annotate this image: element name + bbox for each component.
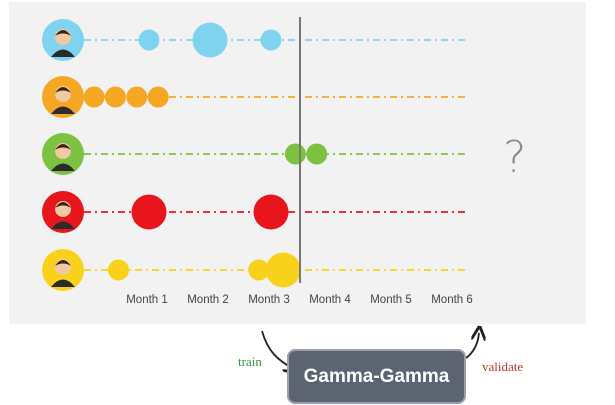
man-suit-red-icon: [42, 191, 84, 233]
purchase-circle: [306, 143, 328, 165]
man-suit-icon: [42, 133, 84, 175]
woman-yellow-icon: [42, 249, 84, 291]
purchase-circle: [83, 86, 105, 108]
purchase-circle: [192, 22, 228, 58]
purchase-circle: [284, 143, 306, 165]
purchase-circle: [265, 252, 301, 288]
purchase-circle: [108, 259, 129, 281]
validate-arrow: [465, 333, 479, 359]
model-label: Gamma-Gamma: [303, 365, 450, 387]
month-label: Month 1: [126, 294, 168, 306]
purchase-circle: [248, 259, 270, 281]
validate-label: validate: [482, 359, 524, 374]
woman-dark-hair-icon: [42, 76, 84, 118]
purchase-circle: [260, 29, 282, 51]
train-label: train: [238, 354, 262, 369]
purchase-circle: [104, 86, 126, 108]
purchase-circle: [126, 86, 148, 108]
month-label: Month 4: [309, 294, 351, 306]
purchase-circle: [253, 194, 289, 230]
purchase-circle: [147, 86, 169, 108]
unknown-future-question-mark: ?: [503, 132, 527, 183]
purchase-circle: [131, 194, 167, 230]
gamma-gamma-model-box: Gamma-Gamma: [287, 349, 466, 404]
month-label: Month 2: [187, 294, 229, 306]
month-label: Month 3: [248, 294, 290, 306]
month-label: Month 6: [431, 294, 473, 306]
month-label: Month 5: [370, 294, 412, 306]
man-red-shirt-icon: [42, 19, 84, 61]
purchase-circle: [138, 29, 160, 51]
